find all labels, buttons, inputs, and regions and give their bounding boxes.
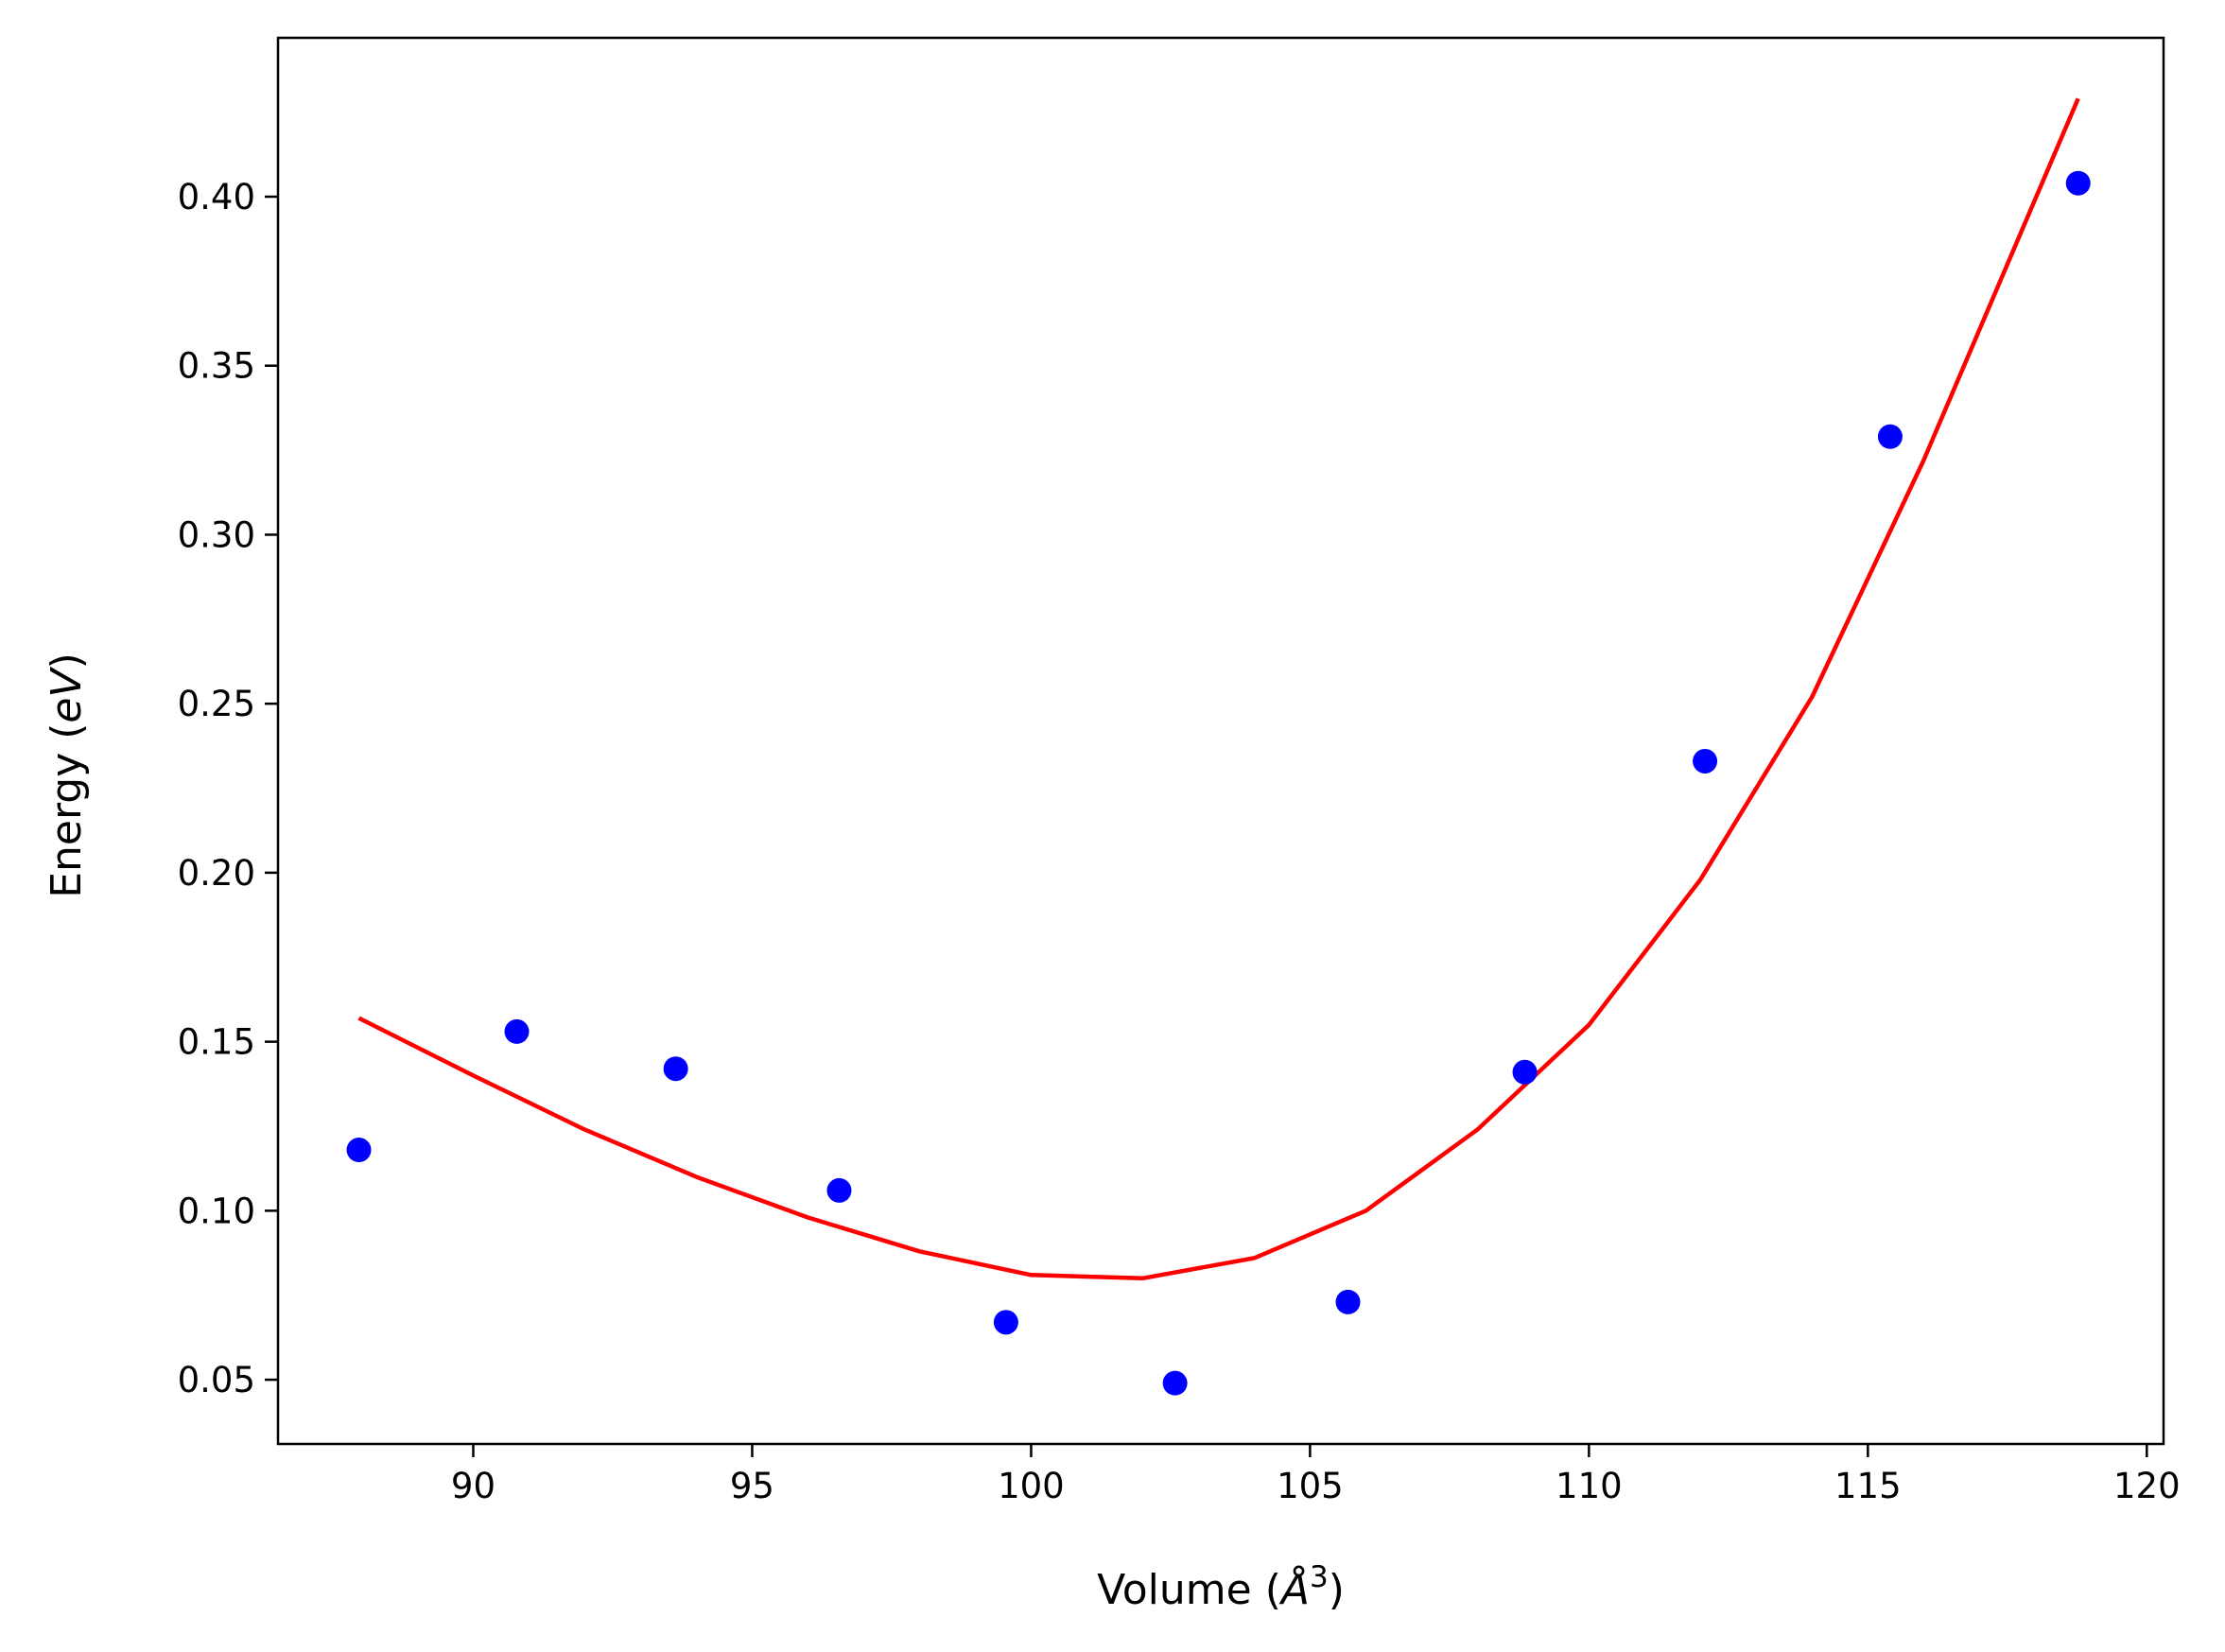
x-axis-label: Volume (Å3) <box>1097 1560 1345 1614</box>
data-point <box>1335 1289 1361 1314</box>
y-axis-label: Energy (eV) <box>43 652 91 898</box>
data-point <box>826 1177 852 1203</box>
y-tick-label: 0.15 <box>178 1022 255 1063</box>
y-tick-label: 0.10 <box>178 1191 255 1231</box>
data-point <box>1693 748 1718 774</box>
x-tick-label: 110 <box>1556 1466 1623 1506</box>
y-axis-ticks: 0.05 0.10 0.15 0.20 0.25 0.30 0.35 0.40 <box>178 177 278 1400</box>
y-tick-label: 0.05 <box>178 1360 255 1400</box>
data-point <box>1877 424 1903 449</box>
x-tick-label: 115 <box>1834 1466 1902 1506</box>
fit-curve <box>357 97 2080 1281</box>
data-point <box>504 1018 530 1044</box>
y-tick-label: 0.40 <box>178 177 255 217</box>
data-point <box>346 1138 372 1163</box>
data-point <box>2065 170 2091 196</box>
x-tick-label: 120 <box>2113 1466 2181 1506</box>
y-tick-label: 0.30 <box>178 514 255 555</box>
axes-frame <box>276 36 2165 1446</box>
data-point <box>993 1310 1018 1335</box>
x-axis-ticks: 90 95 100 105 110 115 120 <box>451 1444 2181 1506</box>
data-point <box>663 1056 688 1082</box>
y-tick-label: 0.20 <box>178 853 255 894</box>
x-tick-label: 105 <box>1277 1466 1344 1506</box>
x-tick-label: 90 <box>451 1466 495 1506</box>
y-tick-label: 0.25 <box>178 684 255 724</box>
data-point <box>1512 1059 1538 1085</box>
x-tick-label: 95 <box>730 1466 774 1506</box>
series-layer <box>346 97 2091 1396</box>
data-point <box>1162 1370 1188 1396</box>
x-tick-label: 100 <box>998 1466 1065 1506</box>
plot-area <box>276 36 2165 1446</box>
y-tick-label: 0.35 <box>178 346 255 387</box>
